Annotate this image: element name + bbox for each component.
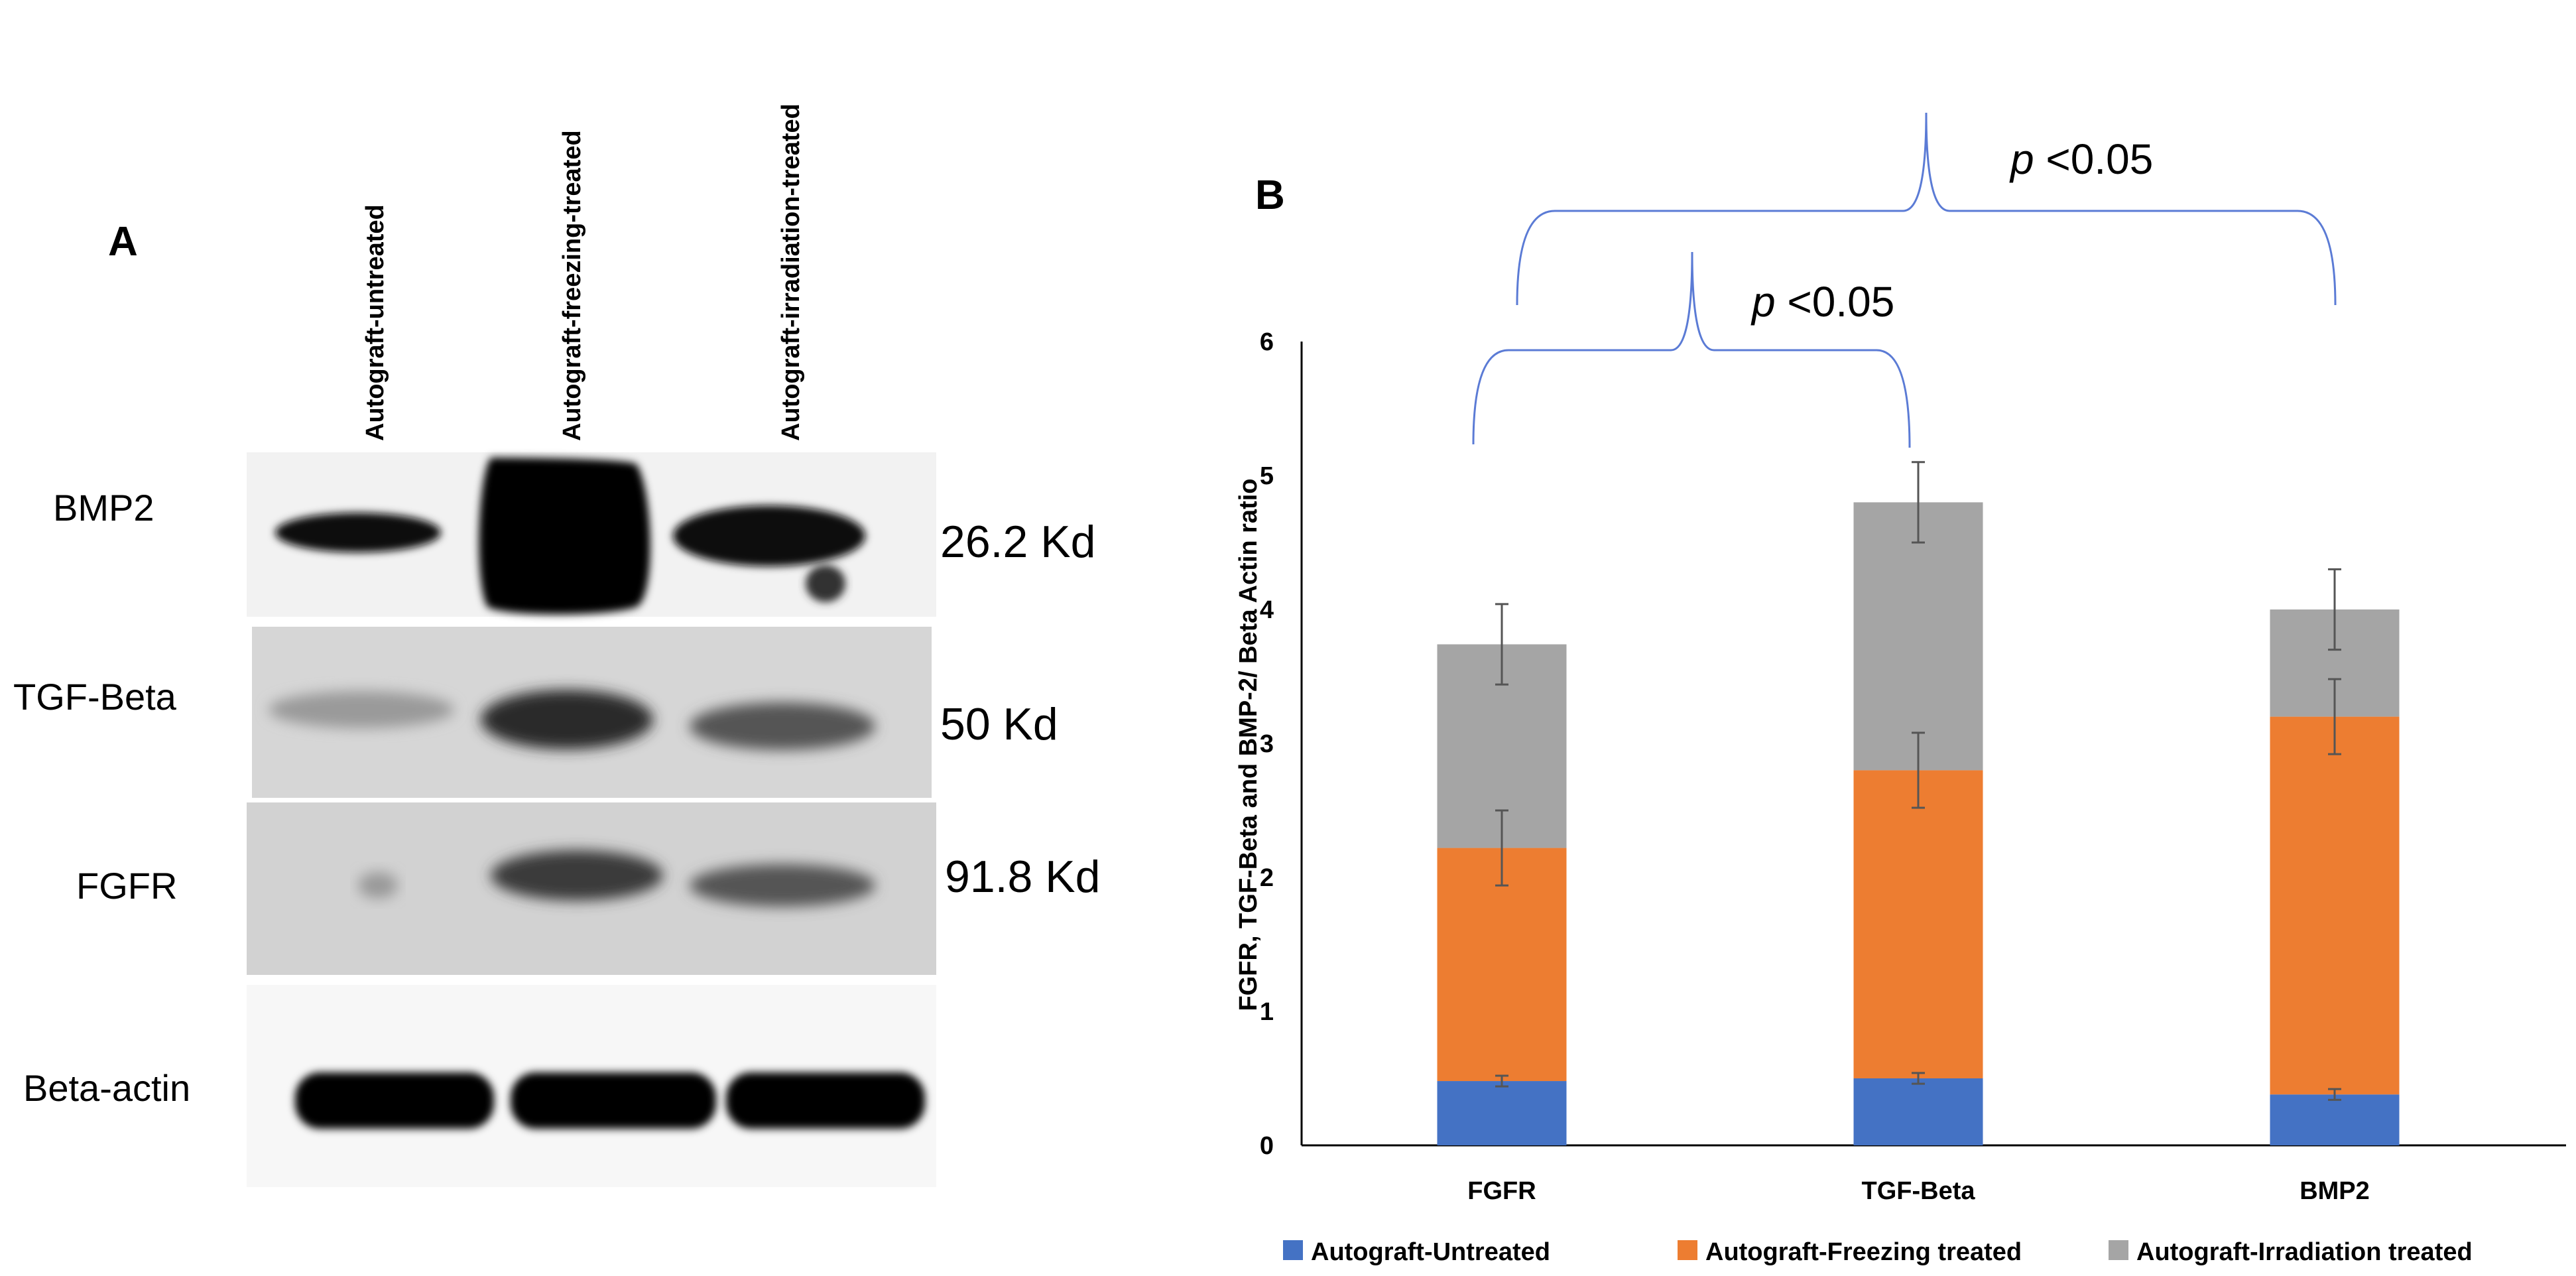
panel-a-label: A — [108, 219, 138, 265]
error-bar — [2328, 568, 2341, 651]
bar-segment — [1853, 770, 1983, 1078]
bar-segment — [1853, 1078, 1983, 1145]
panel-a: A Autograft-untreated Autograft-freezing… — [13, 103, 1100, 1187]
y-tick-label: 5 — [1260, 462, 1274, 490]
legend-label: Autograft-Untreated — [1311, 1238, 1550, 1266]
lane-header-irradiation: Autograft-irradiation-treated — [777, 103, 805, 441]
row-label-fgfr: FGFR — [76, 865, 177, 907]
x-tick-label: BMP2 — [2300, 1177, 2370, 1205]
bar-segment — [1437, 1081, 1567, 1145]
significance-bracket-fgfr-tgf-beta — [1472, 251, 1911, 448]
bar-segment — [2270, 716, 2400, 1095]
error-bar — [1912, 461, 1925, 544]
significance-label-1: p <0.05 — [2009, 135, 2153, 183]
legend: Autograft-Untreated Autograft-Freezing tr… — [1283, 1238, 2473, 1266]
y-tick-label: 1 — [1260, 998, 1274, 1026]
error-bar — [2328, 678, 2341, 755]
x-tick-label: FGFR — [1467, 1177, 1536, 1205]
y-tick-label: 4 — [1260, 596, 1274, 624]
legend-label: Autograft-Irradiation treated — [2136, 1238, 2473, 1266]
blot-strip-beta-actin — [247, 985, 936, 1187]
panel-b-label: B — [1255, 172, 1285, 218]
blot-strip-fgfr — [247, 802, 936, 975]
legend-swatch — [1678, 1240, 1697, 1260]
size-label-bmp2: 26.2 Kd — [940, 517, 1095, 567]
error-bar — [1495, 1074, 1508, 1088]
row-label-tgf-beta: TGF-Beta — [13, 676, 177, 718]
y-tick-label: 6 — [1260, 328, 1274, 356]
blot-strip-bmp2 — [247, 452, 936, 617]
row-label-beta-actin: Beta-actin — [23, 1067, 190, 1109]
legend-swatch — [1283, 1240, 1303, 1260]
legend-swatch — [2109, 1240, 2128, 1260]
x-tick-label: TGF-Beta — [1862, 1177, 1976, 1205]
y-axis-title: FGFR, TGF-Beta and BMP-2/ Beta Actin rat… — [1235, 479, 1262, 1011]
significance-label-2: p <0.05 — [1750, 278, 1894, 326]
lane-header-freezing: Autograft-freezing-treated — [558, 130, 586, 441]
error-bar — [2328, 1088, 2341, 1101]
error-bar — [1912, 1072, 1925, 1085]
bar-segment — [1853, 502, 1983, 771]
error-bar — [1912, 732, 1925, 809]
significance-bracket-fgfr-bmp2 — [1516, 112, 2337, 306]
panel-b-chart: B p <0.05 p <0.05 FGFR, TGF-Beta and BMP… — [1235, 112, 2566, 1266]
y-tick-label: 3 — [1260, 730, 1274, 758]
size-label-fgfr: 91.8 Kd — [945, 852, 1100, 902]
error-bar — [1495, 603, 1508, 686]
bar-segment — [1437, 848, 1567, 1082]
blot-strip-tgf-beta — [252, 627, 932, 798]
lane-header-untreated: Autograft-untreated — [361, 204, 389, 441]
error-bar — [1495, 809, 1508, 887]
y-tick-label: 0 — [1260, 1132, 1274, 1160]
size-label-tgf-beta: 50 Kd — [940, 699, 1058, 749]
bar-segment — [2270, 1094, 2400, 1145]
bars — [1437, 461, 2400, 1145]
row-label-bmp2: BMP2 — [53, 487, 154, 529]
y-tick-label: 2 — [1260, 864, 1274, 892]
legend-label: Autograft-Freezing treated — [1705, 1238, 2022, 1266]
